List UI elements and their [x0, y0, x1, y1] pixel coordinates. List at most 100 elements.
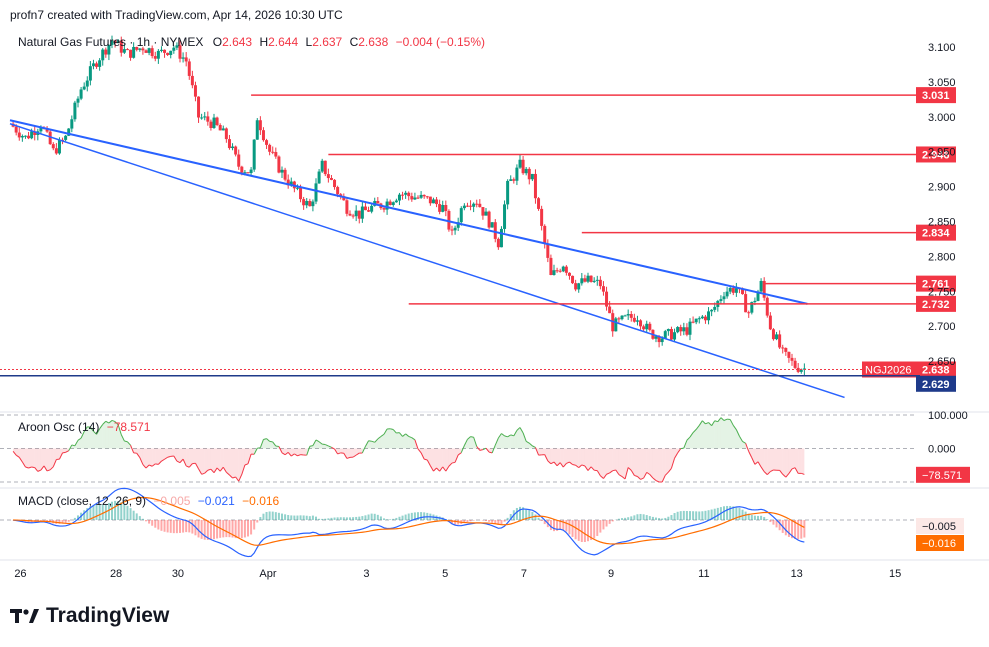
aroon-fill	[455, 448, 459, 463]
aroon-line	[15, 454, 20, 458]
candle-body	[76, 98, 80, 103]
candle-body	[156, 50, 160, 59]
candle-body	[107, 44, 111, 55]
macd-hist-bar	[58, 520, 61, 524]
macd-hist-bar	[398, 516, 401, 520]
aroon-fill	[47, 448, 51, 471]
macd-hist-bar	[695, 511, 698, 520]
candle-body	[537, 198, 541, 209]
aroon-line	[263, 438, 267, 440]
aroon-line	[510, 434, 514, 437]
aroon-line	[429, 465, 434, 472]
aroon-line	[201, 472, 205, 475]
candle-body	[778, 334, 782, 348]
aroon-fill	[433, 448, 437, 472]
macd-hist-bar	[271, 511, 274, 520]
candle-body	[533, 173, 537, 199]
aroon-line	[219, 466, 224, 472]
candle-body	[382, 208, 386, 210]
aroon-line	[791, 467, 796, 470]
x-tick-label: 5	[442, 568, 448, 580]
candle-body	[419, 194, 423, 198]
aroon-fill	[714, 420, 718, 449]
candle-body	[181, 57, 185, 59]
candle-body	[320, 160, 324, 172]
macd-hist-bar	[621, 518, 623, 520]
aroon-fill	[84, 426, 88, 449]
x-tick-label: 28	[110, 568, 122, 580]
candle-body	[212, 117, 216, 128]
aroon-line	[606, 472, 610, 475]
tradingview-logo[interactable]: TradingView	[10, 604, 169, 628]
macd-hist-bar	[784, 520, 787, 536]
y-tick-label: 2.900	[928, 182, 956, 194]
macd-hist-bar	[169, 520, 172, 533]
aroon-fill	[724, 419, 728, 449]
candle-body	[694, 318, 698, 323]
macd-hist-bar	[395, 517, 398, 520]
candle-body	[580, 278, 584, 284]
candle-body	[703, 316, 707, 321]
candle-body	[67, 128, 71, 136]
candle-body	[261, 130, 265, 141]
aroon-line	[695, 425, 700, 430]
aroon-fill	[37, 448, 41, 472]
aroon-fill	[124, 440, 128, 449]
aroon-fill	[108, 420, 112, 449]
macd-hist-bar	[537, 517, 540, 520]
aroon-fill	[269, 441, 273, 449]
macd-hist-bar	[330, 517, 333, 520]
aroon-line	[148, 464, 153, 467]
candle-body	[691, 321, 695, 323]
aroon-fill	[649, 448, 653, 479]
macd-hist-bar	[148, 520, 151, 524]
aroon-fill	[504, 435, 508, 449]
macd-hist-bar	[339, 517, 342, 520]
aroon-line	[770, 469, 774, 472]
aroon-fill	[99, 424, 103, 449]
macd-hist-bar	[667, 516, 670, 520]
aroon-fill	[547, 448, 551, 464]
candle-body	[147, 48, 151, 53]
macd-hist-bar	[265, 511, 268, 520]
bid-price-box	[916, 375, 956, 392]
candle-body	[592, 280, 596, 282]
macd-hist-bar	[281, 513, 283, 520]
aroon-line	[634, 474, 638, 477]
aroon-fill	[102, 421, 106, 449]
candle-body	[141, 48, 145, 51]
macd-hist-bar	[250, 520, 253, 535]
candle-body	[487, 211, 491, 228]
candle-body	[543, 225, 547, 244]
aroon-fill	[699, 420, 703, 449]
candle-body	[367, 210, 371, 212]
aroon-fill	[705, 422, 709, 449]
candle-body	[567, 272, 571, 276]
aroon-fill	[634, 448, 638, 477]
aroon-line	[417, 448, 422, 454]
candle-body	[376, 201, 380, 204]
candle-body	[249, 169, 253, 174]
aroon-line	[226, 471, 230, 476]
candle-body	[175, 45, 179, 48]
macd-hist-bar	[287, 515, 290, 520]
candle-body	[595, 279, 599, 281]
candle-body	[135, 46, 139, 50]
candle-body	[571, 275, 575, 284]
macd-hist-bar	[101, 504, 104, 520]
macd-hist-bar	[599, 520, 602, 533]
aroon-line	[151, 463, 156, 467]
aroon-line	[463, 439, 468, 446]
macd-hist-bar	[367, 514, 370, 520]
candle-body	[425, 196, 429, 198]
candle-body	[388, 201, 392, 206]
aroon-fill	[733, 425, 737, 449]
macd-hist-bar	[608, 520, 611, 524]
aroon-line	[145, 464, 150, 469]
aroon-line	[284, 451, 289, 456]
aroon-fill	[118, 424, 122, 449]
candle-body	[265, 140, 269, 145]
level-price-box	[916, 146, 956, 163]
candle-body	[48, 131, 52, 145]
